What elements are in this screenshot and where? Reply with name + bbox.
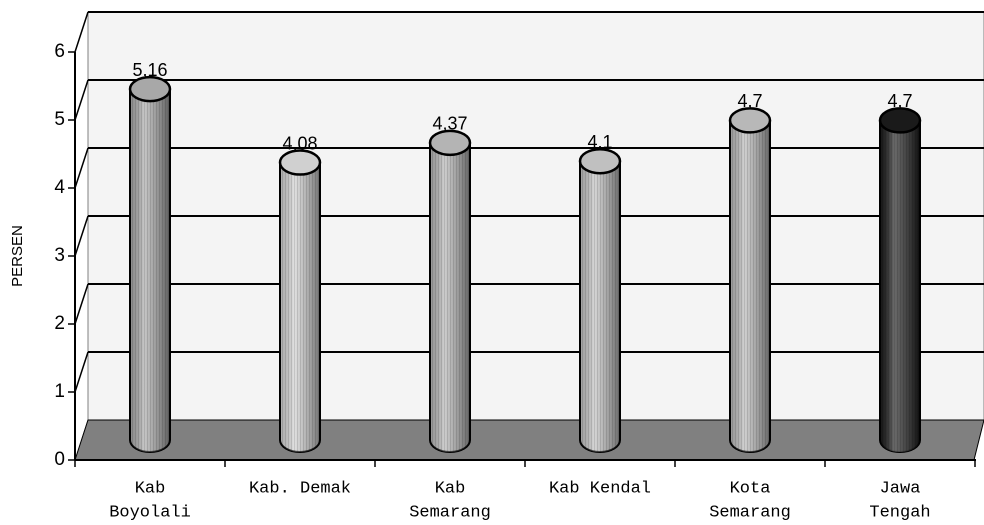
- bar-top: [428, 129, 472, 157]
- x-tick-label: Semarang: [409, 503, 491, 522]
- x-tick-label: Boyolali: [109, 503, 191, 522]
- x-tick-label: Kab. Demak: [249, 479, 351, 498]
- x-tick-label: Jawa: [880, 479, 921, 498]
- bar-stripes: [580, 161, 620, 452]
- bar-top: [578, 147, 622, 175]
- floor: [74, 419, 984, 461]
- bar: [578, 147, 622, 453]
- x-tick-label: Kab: [135, 479, 166, 498]
- value-label: 4,7: [887, 91, 912, 111]
- x-tick-label: Kab Kendal: [549, 479, 651, 498]
- value-label: 4,08: [282, 133, 317, 153]
- y-tick-label: 3: [54, 245, 65, 266]
- grid-depth: [74, 11, 89, 53]
- grid-depth: [74, 283, 89, 325]
- x-tick-label: Kota: [730, 479, 771, 498]
- bar-stripes: [730, 120, 770, 453]
- value-label: 4,37: [432, 114, 467, 134]
- x-tick-label: Tengah: [869, 503, 930, 522]
- bar: [128, 75, 172, 453]
- bar-stripes: [280, 162, 320, 452]
- bar-top: [278, 149, 322, 176]
- bar-top: [128, 75, 172, 103]
- bar: [728, 107, 772, 453]
- bar: [278, 149, 322, 453]
- bar: [878, 107, 922, 453]
- bar-top: [878, 107, 922, 134]
- grid-depth: [74, 351, 89, 393]
- value-label: 5,16: [132, 60, 167, 80]
- bar: [428, 129, 472, 453]
- bar-stripes: [880, 120, 920, 453]
- x-tick-label: Kab: [435, 479, 466, 498]
- bar-stripes: [130, 89, 170, 453]
- value-label: 4,1: [587, 132, 612, 152]
- y-tick-label: 4: [54, 177, 65, 198]
- bar-stripes: [430, 142, 470, 452]
- y-tick-label: 2: [54, 313, 65, 334]
- bar-top: [728, 107, 772, 134]
- y-tick-label: 1: [54, 381, 65, 402]
- value-label: 4,7: [737, 91, 762, 111]
- y-tick-label: 0: [54, 449, 65, 470]
- y-axis-label: PERSEN: [9, 225, 26, 287]
- y-tick-label: 6: [54, 41, 65, 62]
- grid-depth: [74, 147, 89, 189]
- x-tick-label: Semarang: [709, 503, 791, 522]
- grid-depth: [74, 79, 89, 121]
- y-tick-label: 5: [54, 109, 65, 130]
- grid-depth: [74, 215, 89, 257]
